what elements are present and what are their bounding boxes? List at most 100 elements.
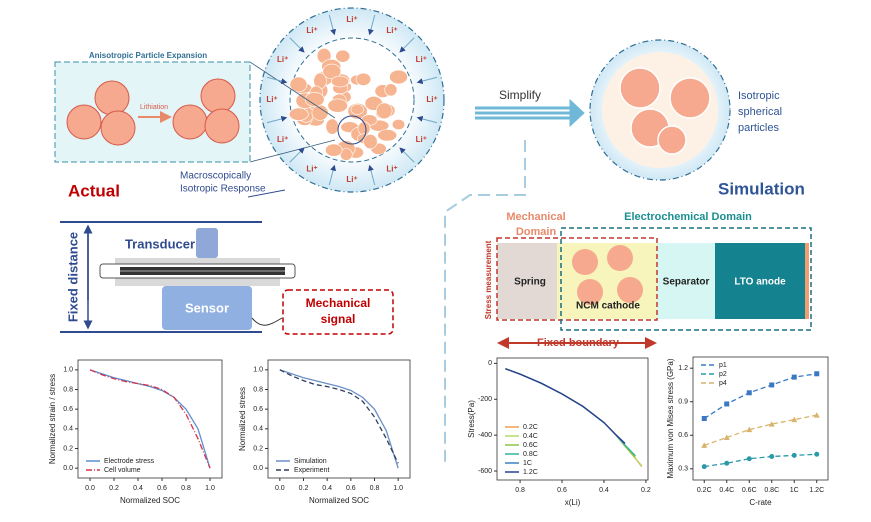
y-tick-label: 1.0 [253,367,263,374]
divider [444,140,526,465]
li-arrow [416,115,438,124]
legend-label: 1.2C [523,469,538,476]
x-axis-label: C-rate [749,498,772,507]
y-tick-label: 0.6 [63,406,73,413]
particle [363,134,378,150]
y-tick-label: 0 [488,360,492,367]
isotropic-label: particles [738,122,779,134]
series-line [279,369,399,469]
legend-label: Experiment [294,467,329,474]
marker [769,454,775,460]
series-line [89,369,211,469]
li-label: Li⁺ [386,164,397,173]
li-label: Li⁺ [346,175,357,184]
mechanical-domain: Mechanical [506,211,565,223]
li-arrow [367,164,376,186]
particle [325,118,339,135]
legend-label: 0.4C [523,433,538,440]
marker [791,452,797,458]
li-label: Li⁺ [416,135,427,144]
legend-label: Cell volume [104,467,141,474]
mechanical-domain: Domain [516,226,557,238]
li-label: Li⁺ [426,95,437,104]
li-label: Li⁺ [266,95,277,104]
response-label: Macroscopically [180,171,251,182]
x-tick-label: 0.6 [346,485,356,492]
actual-label: Actual [68,181,120,200]
particle [331,75,350,88]
y-tick-label: 0.0 [63,465,73,472]
y-tick-label: 0.3 [678,466,688,473]
particle [377,129,398,142]
li-arrow [289,147,305,163]
y-tick-label: 0.4 [63,426,73,433]
y-tick-label: 0.0 [253,465,263,472]
highlight [337,115,367,145]
x-tick-label: 0.4C [719,487,734,494]
marker [813,412,820,418]
particle [304,92,325,107]
marker [701,416,707,421]
x-tick-label: 0.8 [181,485,191,492]
legend-label: 0.8C [523,451,538,458]
isotropic-label: Isotropic [738,90,780,102]
anode-label: LTO anode [734,277,786,288]
li-arrow [266,115,288,124]
x-tick-label: 0.4 [599,487,609,494]
x-axis-label: Normalized SOC [309,496,369,505]
li-label: Li⁺ [306,164,317,173]
x-tick-label: 0.8 [370,485,380,492]
li-arrow [328,14,337,36]
y-axis-label: Normalized stress [238,387,247,451]
li-arrow [266,76,288,85]
lithiation-label: Lithiation [140,104,168,111]
particle [389,69,408,85]
x-tick-label: 0.4 [322,485,332,492]
li-arrow [328,164,337,186]
fixed-distance-label: Fixed distance [65,232,80,322]
x-axis-label: Normalized SOC [120,496,180,505]
y-tick-label: 0.2 [253,445,263,452]
x-tick-label: 1.0 [393,485,403,492]
x-tick-label: 0.6 [557,487,567,494]
li-arrow [416,76,438,85]
x-tick-label: 0.4 [133,485,143,492]
response-label: Isotropic Response [180,184,266,195]
y-tick-label: 0.6 [678,432,688,439]
li-arrow [399,147,415,163]
x-tick-label: 0.6 [157,485,167,492]
zoom-line [249,139,336,163]
y-axis-label: Stress(Pa) [467,400,476,438]
marker [701,464,707,470]
y-tick-label: -600 [478,468,492,475]
y-tick-label: 0.2 [63,445,73,452]
x-axis-label: x(Li) [565,498,581,507]
x-tick-label: 0.6C [742,487,757,494]
y-tick-label: 0.8 [253,386,263,393]
x-tick-label: 0.2C [697,487,712,494]
li-label: Li⁺ [416,55,427,64]
series-line [279,369,399,464]
marker [814,451,820,457]
marker [791,374,797,380]
y-tick-label: 1.2 [678,365,688,372]
legend-label: Electrode stress [104,458,155,465]
y-tick-label: 0.4 [253,426,263,433]
series-line [704,414,817,446]
simulation-label: Simulation [718,179,805,198]
particles-before [66,78,240,146]
particle [335,49,351,63]
particle [288,107,309,121]
x-tick-label: 0.0 [85,485,95,492]
legend-label: 1C [523,460,532,467]
series-line [704,453,817,468]
sensor-label: Sensor [185,300,229,315]
legend-label: 0.6C [523,442,538,449]
x-tick-label: 0.0 [275,485,285,492]
marker [746,426,753,433]
y-tick-label: -400 [478,432,492,439]
particle [322,63,342,80]
isotropic-label: spherical [738,106,782,118]
particle [355,72,372,86]
